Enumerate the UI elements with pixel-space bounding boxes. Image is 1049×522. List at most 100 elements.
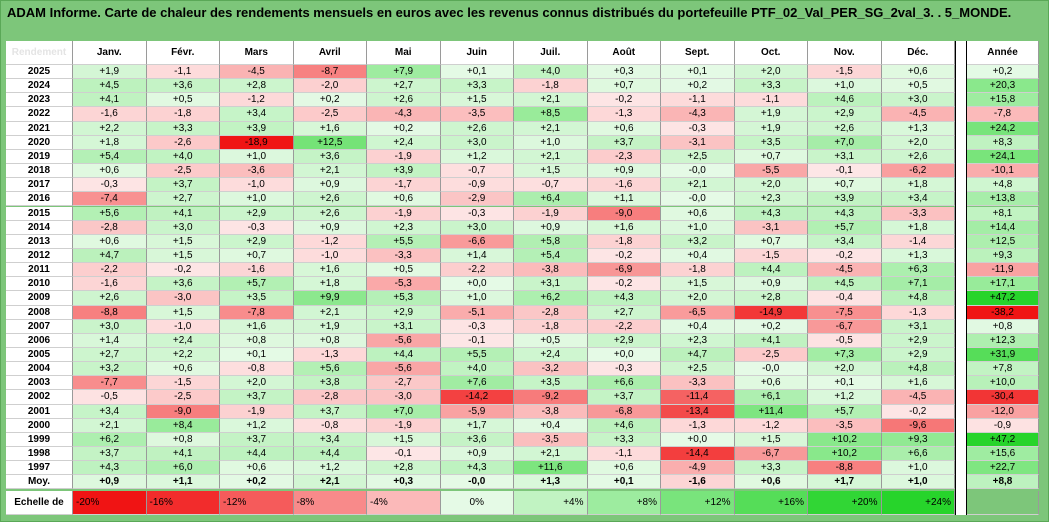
heatmap-cell: -2,9	[440, 192, 514, 207]
heatmap-cell: +1,3	[881, 248, 955, 264]
heatmap-cell: +1,4	[440, 248, 514, 264]
heatmap-cell: +7,9	[367, 65, 441, 80]
heatmap-cell: +0,5	[367, 263, 441, 278]
heatmap-cell: -1,3	[881, 305, 955, 320]
heatmap-cell: +2,8	[220, 79, 294, 94]
heatmap-cell: +2,1	[73, 418, 147, 433]
heatmap-cell: +3,2	[661, 234, 735, 249]
heatmap-cell: +0,6	[73, 234, 147, 249]
heatmap-cell: -0,7	[440, 164, 514, 179]
row-year-label: 2002	[6, 390, 73, 405]
heatmap-cell: -13,4	[661, 404, 735, 419]
row-year-label: 2022	[6, 107, 73, 122]
heatmap-cell: +3,0	[73, 319, 147, 334]
heatmap-cell: +2,2	[146, 348, 220, 363]
heatmap-cell: +5,4	[73, 149, 147, 165]
heatmap-cell: +3,5	[514, 376, 588, 391]
heatmap-cell: -6,5	[661, 305, 735, 320]
heatmap-cell: -3,3	[881, 206, 955, 221]
heatmap-cell: -0,3	[440, 319, 514, 334]
heatmap-cell: +3,3	[440, 79, 514, 94]
heatmap-cell: +3,7	[220, 432, 294, 448]
heatmap-cell: +1,8	[881, 178, 955, 193]
heatmap-cell: +6,1	[734, 390, 808, 405]
heatmap-cell: +0,7	[220, 248, 294, 264]
heatmap-cell: +3,7	[587, 135, 661, 150]
annual-cell: +13,8	[967, 192, 1039, 207]
heatmap-cell: +0,1	[808, 376, 882, 391]
heatmap-cell: +2,4	[146, 333, 220, 348]
heatmap-cell: +0,0	[661, 432, 735, 448]
heatmap-cell: +3,7	[146, 178, 220, 193]
heatmap-cell: +0,7	[808, 178, 882, 193]
heatmap-cell: +2,1	[661, 178, 735, 193]
annual-cell: +31,9	[967, 348, 1039, 363]
heatmap-cell: -0,1	[367, 447, 441, 462]
heatmap-cell: -1,2	[220, 93, 294, 108]
heatmap-cell: +0,0	[440, 277, 514, 292]
heatmap-cell: +4,1	[146, 447, 220, 462]
heatmap-cell: -1,1	[587, 447, 661, 462]
average-cell: +1,7	[808, 475, 882, 490]
heatmap-cell: +2,9	[367, 305, 441, 320]
average-label: Moy.	[6, 475, 73, 490]
heatmap-cell: +3,0	[146, 220, 220, 235]
heatmap-cell: +4,1	[734, 333, 808, 348]
heatmap-cell: +1,0	[661, 220, 735, 235]
row-year-label: 2014	[6, 220, 73, 235]
heatmap-cell: -0,2	[587, 93, 661, 108]
heatmap-cell: +0,2	[661, 79, 735, 94]
heatmap-cell: -3,3	[367, 248, 441, 264]
heatmap-cell: +5,6	[73, 206, 147, 221]
heatmap-cell: +1,5	[514, 164, 588, 179]
heatmap-cell: -2,7	[367, 376, 441, 391]
heatmap-cell: -1,6	[73, 277, 147, 292]
row-year-label: 2008	[6, 305, 73, 320]
heatmap-cell: +3,6	[146, 277, 220, 292]
heatmap-cell: -1,2	[293, 234, 367, 249]
heatmap-cell: +2,1	[514, 149, 588, 165]
heatmap-cell: +6,4	[514, 192, 588, 207]
heatmap-cell: +1,2	[220, 418, 294, 433]
heatmap-cell: +0,3	[587, 65, 661, 80]
heatmap-cell: +3,6	[146, 79, 220, 94]
heatmap-cell: +2,8	[367, 461, 441, 476]
annual-cell: +14,4	[967, 220, 1039, 235]
heatmap-cell: +3,0	[440, 135, 514, 150]
heatmap-cell: -0,5	[808, 333, 882, 348]
heatmap-cell: -1,1	[661, 93, 735, 108]
heatmap-cell: +1,3	[881, 121, 955, 136]
heatmap-cell: +1,9	[734, 121, 808, 136]
annual-cell: +12,5	[967, 234, 1039, 249]
row-year-label: 2009	[6, 291, 73, 306]
heatmap-cell: +11,4	[734, 404, 808, 419]
row-year-label: 2001	[6, 404, 73, 419]
average-cell: +0,9	[73, 475, 147, 490]
heatmap-cell: +1,5	[661, 277, 735, 292]
heatmap-cell: +10,2	[808, 447, 882, 462]
heatmap-cell: -8,8	[808, 461, 882, 476]
annual-cell: -7,8	[967, 107, 1039, 122]
heatmap-cell: +9,9	[293, 291, 367, 306]
heatmap-cell: +0,5	[881, 79, 955, 94]
row-year-label: 1997	[6, 461, 73, 476]
annual-cell: +20,3	[967, 79, 1039, 94]
heatmap-cell: +4,6	[808, 93, 882, 108]
heatmap-cell: +7,0	[808, 135, 882, 150]
row-year-label: 2013	[6, 234, 73, 249]
heatmap-cell: -2,2	[73, 263, 147, 278]
heatmap-cell: +4,0	[514, 65, 588, 80]
heatmap-cell: +0,2	[293, 93, 367, 108]
heatmap-cell: -1,5	[734, 248, 808, 264]
heatmap-cell: -0,0	[734, 362, 808, 377]
heatmap-cell: -3,6	[220, 164, 294, 179]
heatmap-cell: -0,5	[73, 390, 147, 405]
heatmap-cell: -1,5	[808, 65, 882, 80]
heatmap-cell: +1,1	[587, 192, 661, 207]
annual-cell: -0,9	[967, 418, 1039, 433]
column-header: Nov.	[808, 41, 882, 65]
heatmap-cell: +4,6	[587, 418, 661, 433]
heatmap-cell: +0,2	[734, 319, 808, 334]
heatmap-cell: -14,2	[440, 390, 514, 405]
heatmap-cell: +2,4	[367, 135, 441, 150]
